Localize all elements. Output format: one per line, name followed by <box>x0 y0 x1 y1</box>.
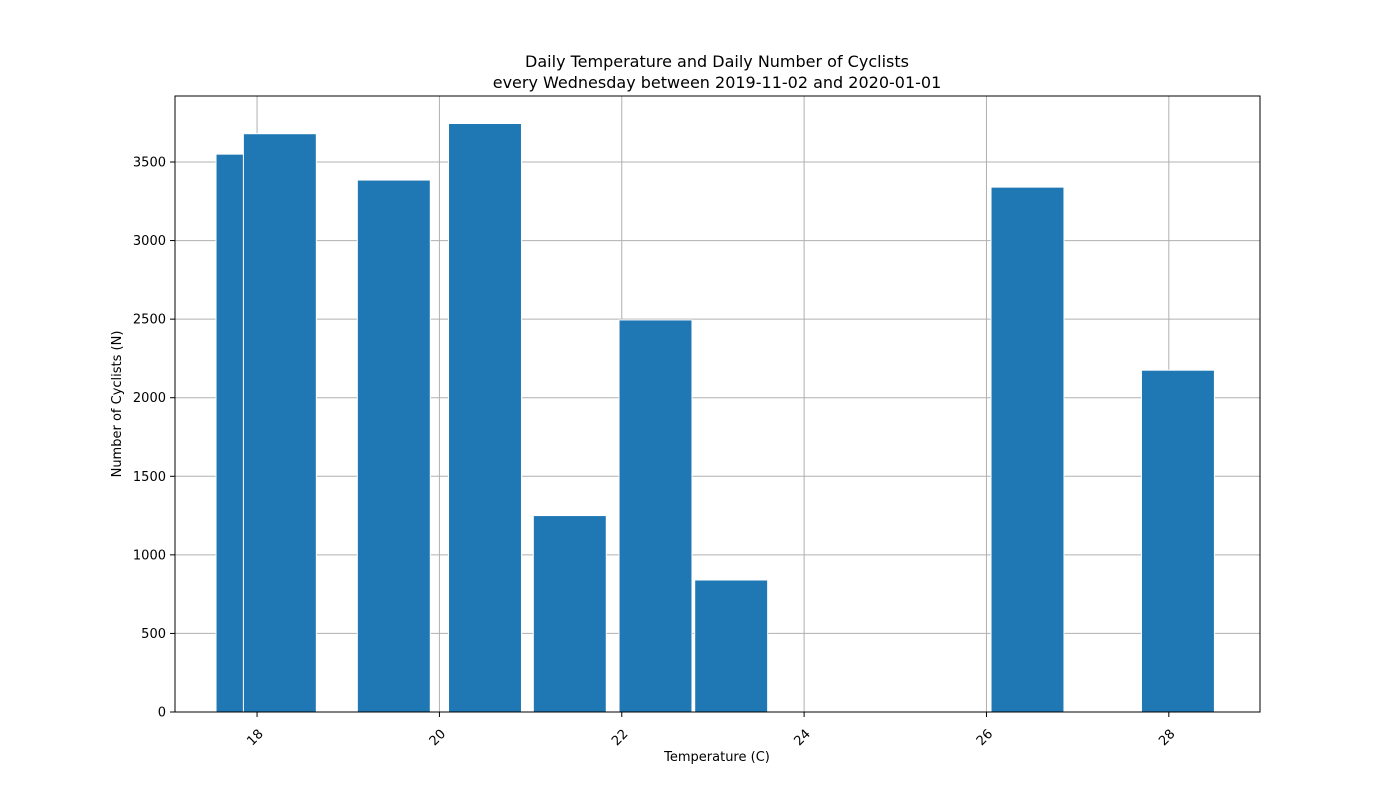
bar-3 <box>448 123 522 713</box>
x-tick-label-0: 18 <box>244 727 266 749</box>
bar-2 <box>356 179 431 713</box>
y-tick-label-0: 0 <box>158 706 166 721</box>
chart-title-line1: Daily Temperature and Daily Number of Cy… <box>525 52 909 71</box>
x-tick-label-2: 22 <box>609 727 631 749</box>
y-tick-label-2: 1000 <box>133 548 166 563</box>
bars <box>215 123 1215 713</box>
y-tick-label-4: 2000 <box>133 391 166 406</box>
x-tick-label-3: 24 <box>791 727 813 749</box>
y-axis-ticks: 0 500 1000 1500 2000 2500 3000 3500 <box>133 156 175 721</box>
y-tick-label-3: 1500 <box>133 470 166 485</box>
y-tick-label-5: 2500 <box>133 313 166 328</box>
y-tick-label-1: 500 <box>141 627 166 642</box>
bar-4 <box>532 515 607 713</box>
y-tick-label-6: 3000 <box>133 234 166 249</box>
y-tick-label-7: 3500 <box>133 156 166 171</box>
plot-frame <box>174 95 1261 713</box>
bar-8 <box>1140 369 1215 713</box>
x-axis-label: Temperature (C) <box>663 750 770 765</box>
bar-7 <box>990 186 1065 713</box>
x-tick-label-5: 28 <box>1156 727 1178 749</box>
bar-5 <box>618 319 693 713</box>
chart-title-line2: every Wednesday between 2019-11-02 and 2… <box>493 73 942 92</box>
bar-1 <box>242 133 317 713</box>
y-axis-label: Number of Cyclists (N) <box>110 331 125 478</box>
x-tick-label-1: 20 <box>427 727 449 749</box>
bar-6 <box>694 579 769 713</box>
x-axis-ticks: 18 20 22 24 26 28 <box>244 712 1178 749</box>
x-tick-label-4: 26 <box>974 727 996 749</box>
